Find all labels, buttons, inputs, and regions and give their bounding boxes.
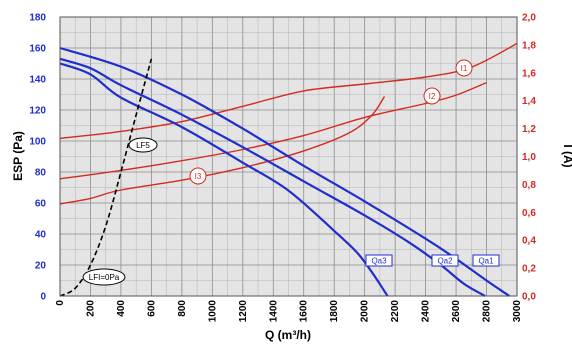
x-tick-label: 2400 [421,300,432,323]
x-tick-label: 800 [177,300,188,317]
y-left-tick-label: 140 [29,75,46,86]
y-left-tick-label: 80 [35,168,47,179]
y-right-tick-label: 1,8 [522,40,536,51]
x-tick-label: 2600 [451,300,462,323]
system-curve-lf5 [59,58,153,297]
label-qa3-text: Qa3 [371,257,387,266]
y-right-tick-label: 1,0 [522,152,536,163]
y-right-tick-label: 1,6 [522,68,536,79]
label-i1: I1 [455,59,473,77]
y-right-tick-label: 0,8 [522,180,536,191]
y-right-tick-label: 0,4 [522,236,536,247]
y-right-tick-label: 1,4 [522,96,536,107]
y-left-axis-title: ESP (Pa) [11,131,25,181]
y-right-tick-labels: 0,0 0,2 0,4 0,6 0,8 1,0 1,2 1,4 1,6 1,8 2,0 [522,13,536,303]
x-tick-label: 200 [85,300,96,317]
y-left-tick-label: 160 [29,44,46,55]
y-left-tick-labels: 0 20 40 60 80 100 120 140 160 180 [29,13,46,303]
label-lfi: LFI=0Pa [82,268,126,286]
pressure-line-qa1 [59,46,511,297]
label-i2-text: I2 [429,92,436,101]
x-tick-labels: 0 200 400 600 800 1000 1200 1400 1600 1800 2000 220… [55,300,523,323]
x-tick-label: 1800 [329,300,340,323]
y-left-tick-label: 120 [29,106,46,117]
x-tick-label: 400 [116,300,127,317]
label-qa1: Qa1 [472,254,500,267]
label-lfi-text: LFI=0Pa [89,273,120,282]
current-line-i3 [59,96,386,205]
x-tick-label: 0 [55,300,66,306]
y-left-tick-label: 20 [35,261,47,272]
y-right-tick-label: 0,6 [522,208,536,219]
label-lf5-text: LF5 [136,141,150,150]
x-tick-label: 1200 [238,300,249,323]
y-right-tick-label: 0,2 [522,264,536,275]
y-left-tick-label: 0 [40,292,46,303]
label-qa3: Qa3 [365,254,393,267]
x-tick-label: 1400 [268,300,279,323]
x-axis-title: Q (m³/h) [265,328,311,342]
x-tick-label: 1000 [207,300,218,323]
y-right-tick-label: 2,0 [522,13,536,24]
x-tick-label: 2800 [482,300,493,323]
label-i3-text: I3 [195,172,202,181]
x-tick-label: 1600 [299,300,310,323]
label-qa2-text: Qa2 [437,257,453,266]
x-tick-label: 2200 [390,300,401,323]
label-qa1-text: Qa1 [478,257,494,266]
pressure-line-qa3 [59,62,389,297]
label-i2: I2 [423,87,441,105]
y-right-tick-label: 1,2 [522,124,536,135]
y-left-tick-label: 180 [29,13,46,24]
label-i3: I3 [189,167,207,185]
current-line-i2 [59,81,487,180]
label-lf5: LF5 [128,137,158,153]
label-qa2: Qa2 [431,254,459,267]
y-right-axis-title: I (A) [561,144,572,167]
pressure-line-qa2 [59,57,486,297]
x-tick-label: 2000 [360,300,371,323]
x-tick-label: 600 [146,300,157,317]
y-left-tick-label: 100 [29,137,46,148]
y-left-tick-label: 60 [35,199,47,210]
plot-frame [59,16,518,297]
y-left-tick-label: 40 [35,230,47,241]
x-tick-label: 3000 [512,300,523,323]
label-i1-text: I1 [461,64,468,73]
y-right-tick-label: 0,0 [522,292,536,303]
